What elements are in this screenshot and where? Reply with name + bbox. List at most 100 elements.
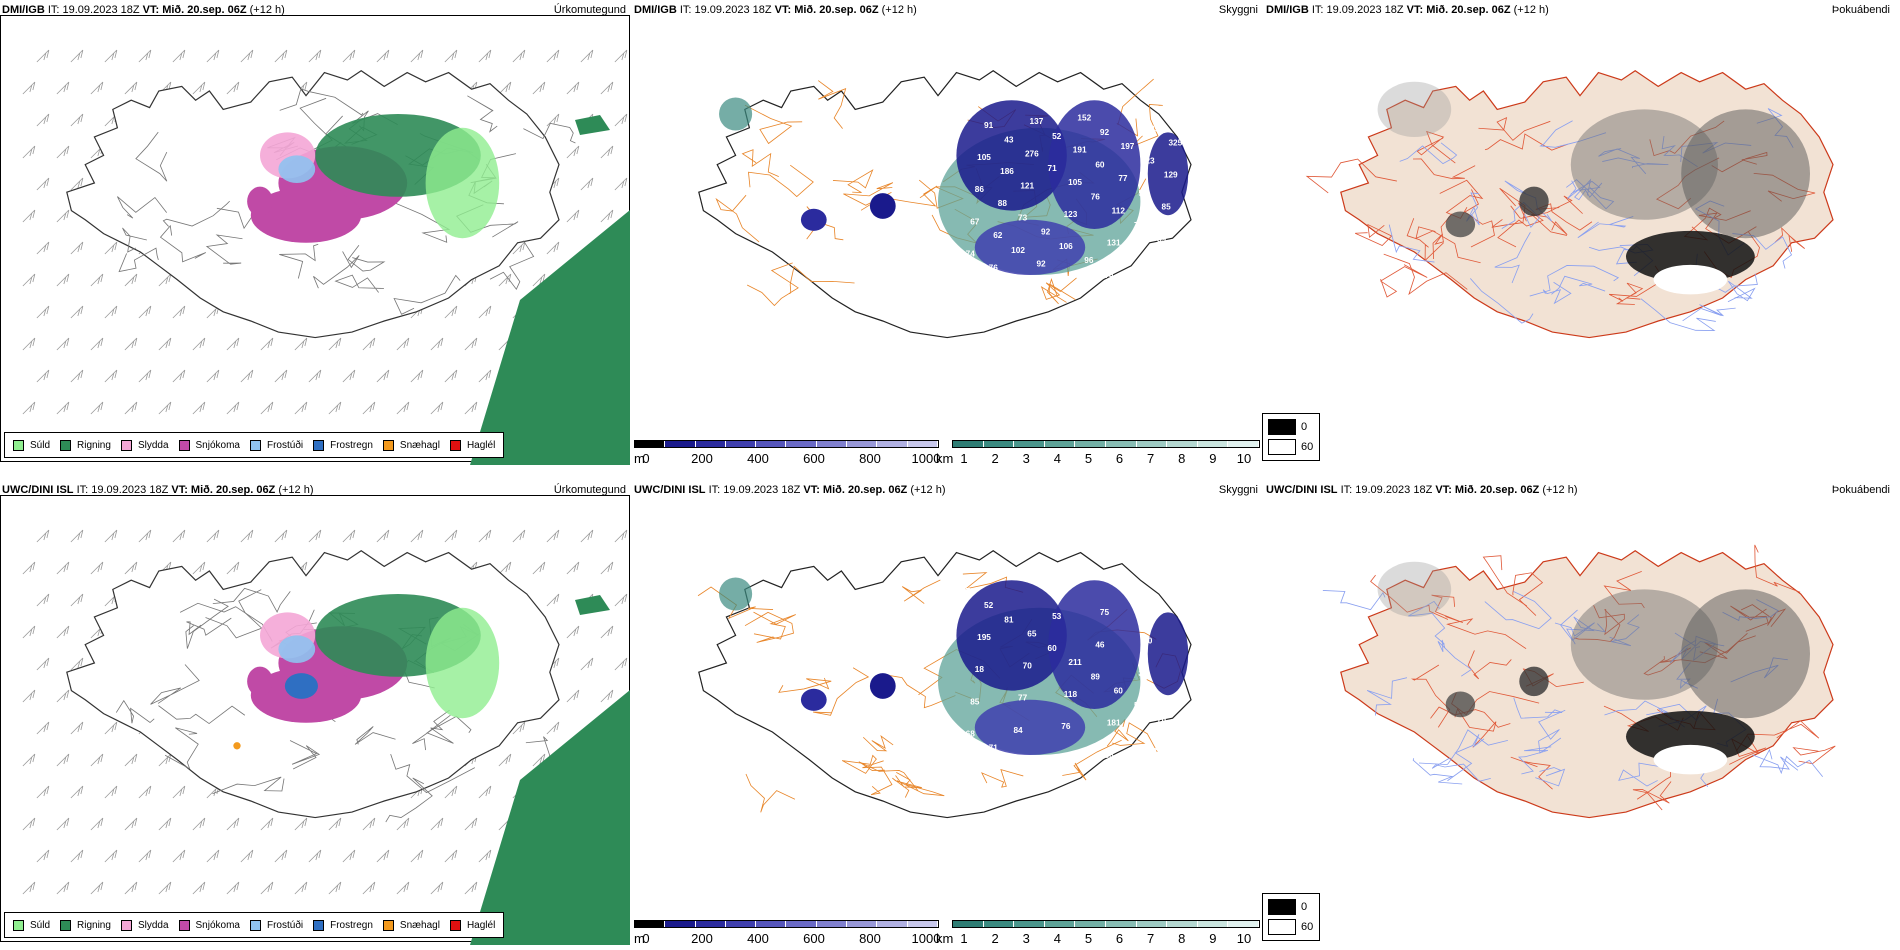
wind-barb <box>56 401 70 415</box>
cloudbase-value-label: 52 <box>1052 132 1062 141</box>
wind-barb <box>260 337 274 351</box>
road-line <box>1603 570 1645 609</box>
wind-barb <box>56 81 70 95</box>
legend-item: Haglél <box>449 439 495 451</box>
road-line <box>1510 195 1583 219</box>
wind-barb <box>566 81 580 95</box>
colorbar-tick: 1000 <box>911 931 941 945</box>
wind-barb <box>410 49 424 63</box>
legend-label: 60 <box>1301 921 1314 933</box>
cloudbase-value-label: 53 <box>1052 612 1062 621</box>
colorbar-segment <box>635 921 666 927</box>
low-cloud-area <box>1147 612 1189 696</box>
wind-barb <box>90 817 104 831</box>
wind-barb <box>104 241 118 255</box>
legend-item: Frostregn <box>313 439 373 451</box>
wind-barb <box>56 145 70 159</box>
sea-rain-area <box>470 690 630 945</box>
cloudbase-value-label: 85 <box>1162 203 1172 212</box>
wind-barb <box>70 369 84 383</box>
wind-barb <box>410 369 424 383</box>
wind-barb <box>56 753 70 767</box>
colorbar-tick: 6 <box>1115 931 1124 945</box>
model-name: UWC/DINI ISL <box>1266 484 1338 496</box>
road-line <box>159 224 207 263</box>
legend-item: Snjókoma <box>178 919 240 931</box>
cloudbase-value-label: 105 <box>1068 178 1082 187</box>
colorbar-segment <box>816 441 848 447</box>
wind-barb <box>478 305 492 319</box>
issue-time: IT: 19.09.2023 18Z <box>679 4 772 16</box>
wind-barb <box>464 401 478 415</box>
road-line <box>1518 746 1552 775</box>
wind-barb <box>124 881 138 895</box>
road-line <box>1539 120 1607 148</box>
colorbar-segment <box>786 921 817 927</box>
cloudbase-value-label: 123 <box>1141 157 1155 166</box>
wind-barb <box>600 145 614 159</box>
iceland-outline <box>66 550 582 823</box>
cloudbase-value-label: 89 <box>1091 673 1101 682</box>
low-cloud-area <box>1048 100 1141 229</box>
wind-barb <box>172 785 186 799</box>
colorbar-tick: 200 <box>691 451 713 465</box>
road-line <box>1437 639 1473 677</box>
wind-barb <box>56 881 70 895</box>
legend-swatch <box>1268 899 1296 915</box>
wind-barb <box>614 529 628 543</box>
fog-index-panel: UWC/DINI ISL IT: 19.09.2023 18Z VT: Mið.… <box>1264 480 1894 945</box>
iceland-outline <box>1305 70 1834 339</box>
colorbar-tick: 3 <box>1022 451 1030 465</box>
legend-swatch <box>60 439 72 451</box>
colorbar-segment <box>1105 921 1137 927</box>
wind-barb <box>396 337 410 351</box>
lead-time: (+12 h) <box>1513 4 1549 16</box>
cloudbase-value-label: 106 <box>1059 242 1073 251</box>
colorbar-segment <box>1136 441 1168 447</box>
road-line <box>817 80 847 129</box>
valid-time: VT: Mið. 20.sep. 06Z <box>1406 4 1511 16</box>
low-cloud-area <box>974 699 1086 755</box>
cloudbase-value-label: 76 <box>989 263 999 272</box>
wind-barb <box>90 337 104 351</box>
road-line <box>426 709 454 744</box>
lead-time: (+12 h) <box>249 4 285 16</box>
wind-barb <box>226 817 240 831</box>
wind-barb <box>158 401 172 415</box>
colorbar-segment <box>695 921 726 927</box>
wind-barb <box>226 561 240 575</box>
colorbar-segment <box>695 441 726 447</box>
wind-barb <box>158 337 172 351</box>
wind-barb <box>308 49 322 63</box>
colorbar-tick: 2 <box>991 931 999 945</box>
cloudbase-value-label: 52 <box>984 601 994 610</box>
colorbar-tick: 10 <box>1236 931 1252 945</box>
model-name: DMI/IGB <box>634 4 677 16</box>
wind-barb <box>580 177 594 191</box>
road-line <box>813 667 870 716</box>
wind-barb <box>532 81 546 95</box>
wind-barb <box>158 273 172 287</box>
cloudbase-value-label: 92 <box>1041 228 1051 237</box>
wind-barb <box>124 817 138 831</box>
wind-barb <box>580 49 594 63</box>
cloudbase-value-label: 59 <box>1009 758 1019 767</box>
colorbar-segment <box>1228 441 1259 447</box>
road-line <box>212 587 291 613</box>
colorbar-segment <box>1197 441 1229 447</box>
colorbar-tick: 0 <box>642 451 650 465</box>
legend-item: Rigning <box>60 439 111 451</box>
cloudbase-value-label: 123 <box>1064 210 1078 219</box>
wind-barb <box>566 689 580 703</box>
fog-area <box>1519 186 1549 217</box>
wind-barb <box>192 401 206 415</box>
wind-barb <box>36 49 50 63</box>
wind-barb <box>532 273 546 287</box>
wind-barb <box>172 369 186 383</box>
cloudbase-value-label: 91 <box>984 121 994 130</box>
cloudbase-value-label: 107 <box>1150 267 1164 276</box>
cloudbase-value-label: 43 <box>1004 136 1014 145</box>
cloudbase-value-label: 70 <box>1023 662 1033 671</box>
road-line <box>1383 253 1468 296</box>
wind-barb <box>546 241 560 255</box>
